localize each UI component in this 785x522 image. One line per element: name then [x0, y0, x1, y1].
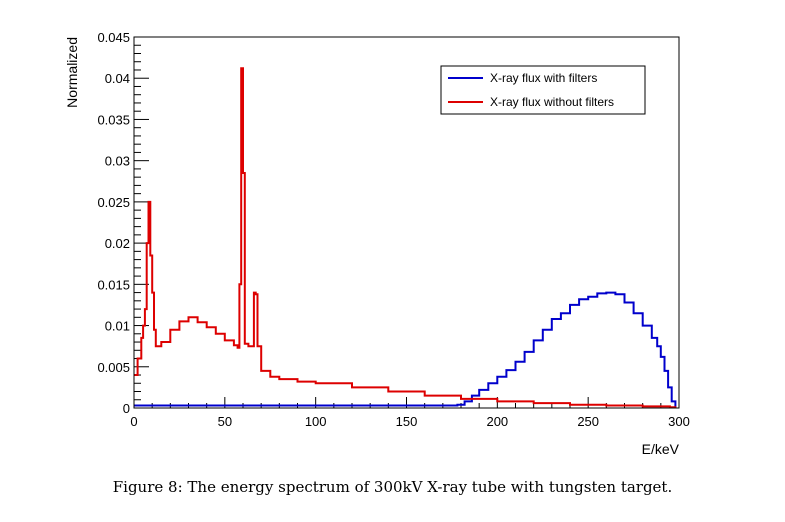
- figure-caption: Figure 8: The energy spectrum of 300kV X…: [112, 478, 673, 496]
- legend-label-with-filters: X-ray flux with filters: [490, 71, 597, 85]
- legend-label-without-filters: X-ray flux without filters: [490, 95, 614, 109]
- y-tick-label: 0.04: [105, 71, 130, 86]
- y-axis-title: Normalized: [64, 37, 80, 108]
- y-tick-label: 0: [123, 401, 130, 416]
- y-tick-label: 0.005: [97, 360, 130, 375]
- y-tick-label: 0.025: [97, 195, 130, 210]
- x-tick-label: 50: [218, 414, 232, 429]
- plot-frame: [133, 36, 680, 409]
- y-tick-label: 0.01: [105, 319, 130, 334]
- y-tick-label: 0.035: [97, 112, 130, 127]
- y-tick-labels: 0 0.005 0.01 0.015 0.02 0.025 0.03 0.035 0.04 0.0…: [97, 30, 130, 416]
- legend: X-ray flux with filters X-ray flux witho…: [440, 65, 646, 115]
- spectrum-chart: 0 50 100 150 200 250 300 0 0.005 0.01 0.015 0.02 0.…: [64, 30, 690, 457]
- y-tick-label: 0.02: [105, 236, 130, 251]
- y-tick-label: 0.015: [97, 277, 130, 292]
- x-tick-label: 250: [577, 414, 599, 429]
- series-with-filters: [134, 291, 677, 408]
- x-tick-label: 150: [396, 414, 418, 429]
- x-tick-label: 100: [305, 414, 327, 429]
- x-axis-title: E/keV: [642, 441, 680, 457]
- y-tick-label: 0.03: [105, 154, 130, 169]
- x-tick-label: 300: [668, 414, 690, 429]
- series-without-filters: [134, 67, 677, 409]
- x-tick-labels: 0 50 100 150 200 250 300: [130, 414, 689, 429]
- series-layer: [134, 67, 677, 409]
- legend-box: [440, 65, 646, 115]
- x-tick-label: 0: [130, 414, 137, 429]
- y-tick-label: 0.045: [97, 30, 130, 45]
- x-tick-label: 200: [486, 414, 508, 429]
